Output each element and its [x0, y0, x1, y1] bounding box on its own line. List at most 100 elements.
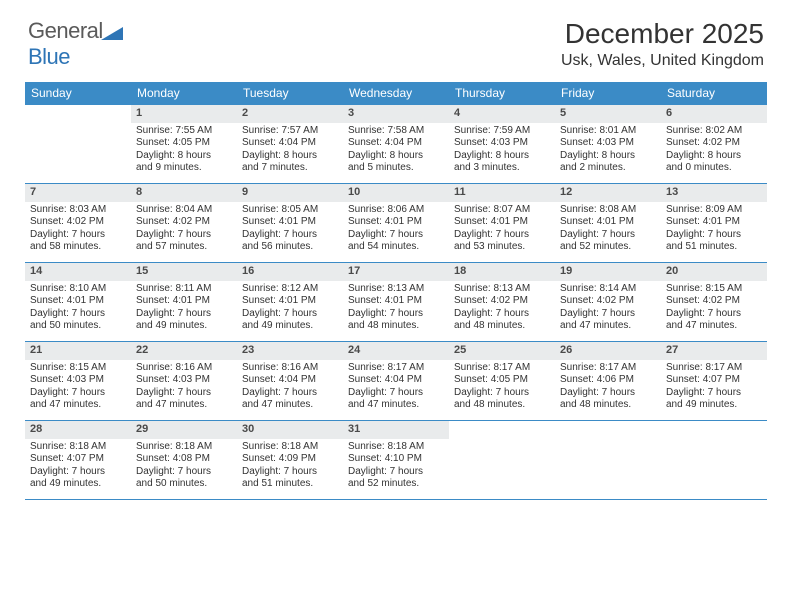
day-body: Sunrise: 8:05 AMSunset: 4:01 PMDaylight:… — [237, 202, 343, 257]
day-dl1: Daylight: 7 hours — [136, 387, 233, 400]
day-sr: Sunrise: 8:02 AM — [666, 125, 763, 138]
day-dl1: Daylight: 7 hours — [454, 229, 551, 242]
logo-text: General Blue — [28, 18, 123, 70]
day-cell: 26Sunrise: 8:17 AMSunset: 4:06 PMDayligh… — [555, 342, 661, 420]
day-number: 27 — [661, 342, 767, 360]
day-number: 20 — [661, 263, 767, 281]
day-dl1: Daylight: 7 hours — [136, 229, 233, 242]
day-sr: Sunrise: 8:17 AM — [560, 362, 657, 375]
day-number: 16 — [237, 263, 343, 281]
day-sr: Sunrise: 8:14 AM — [560, 283, 657, 296]
day-cell: 29Sunrise: 8:18 AMSunset: 4:08 PMDayligh… — [131, 421, 237, 499]
day-cell: 25Sunrise: 8:17 AMSunset: 4:05 PMDayligh… — [449, 342, 555, 420]
day-ss: Sunset: 4:05 PM — [136, 137, 233, 150]
day-body: Sunrise: 8:08 AMSunset: 4:01 PMDaylight:… — [555, 202, 661, 257]
day-dl1: Daylight: 7 hours — [348, 466, 445, 479]
day-ss: Sunset: 4:04 PM — [348, 137, 445, 150]
day-dl2: and 2 minutes. — [560, 162, 657, 175]
day-sr: Sunrise: 8:18 AM — [348, 441, 445, 454]
day-number: 28 — [25, 421, 131, 439]
day-body: Sunrise: 8:02 AMSunset: 4:02 PMDaylight:… — [661, 123, 767, 178]
day-body: Sunrise: 8:18 AMSunset: 4:10 PMDaylight:… — [343, 439, 449, 494]
day-body: Sunrise: 8:17 AMSunset: 4:07 PMDaylight:… — [661, 360, 767, 415]
day-ss: Sunset: 4:04 PM — [242, 374, 339, 387]
day-number: 18 — [449, 263, 555, 281]
day-dl2: and 49 minutes. — [136, 320, 233, 333]
day-dl2: and 53 minutes. — [454, 241, 551, 254]
day-dl2: and 0 minutes. — [666, 162, 763, 175]
day-sr: Sunrise: 8:12 AM — [242, 283, 339, 296]
day-dl2: and 47 minutes. — [348, 399, 445, 412]
day-ss: Sunset: 4:02 PM — [454, 295, 551, 308]
day-dl1: Daylight: 7 hours — [30, 387, 127, 400]
logo-word-a: General — [28, 18, 103, 43]
day-sr: Sunrise: 8:03 AM — [30, 204, 127, 217]
logo: General Blue — [28, 18, 123, 70]
day-sr: Sunrise: 8:07 AM — [454, 204, 551, 217]
day-cell: 31Sunrise: 8:18 AMSunset: 4:10 PMDayligh… — [343, 421, 449, 499]
day-body: Sunrise: 8:14 AMSunset: 4:02 PMDaylight:… — [555, 281, 661, 336]
day-sr: Sunrise: 8:17 AM — [666, 362, 763, 375]
day-ss: Sunset: 4:01 PM — [348, 216, 445, 229]
day-cell — [25, 105, 131, 183]
day-dl2: and 54 minutes. — [348, 241, 445, 254]
day-ss: Sunset: 4:03 PM — [560, 137, 657, 150]
weekday-header: Monday — [131, 82, 237, 105]
day-number: 19 — [555, 263, 661, 281]
day-dl2: and 47 minutes. — [136, 399, 233, 412]
day-dl2: and 48 minutes. — [348, 320, 445, 333]
day-cell — [449, 421, 555, 499]
weekday-header: Friday — [555, 82, 661, 105]
day-dl1: Daylight: 7 hours — [242, 308, 339, 321]
day-ss: Sunset: 4:06 PM — [560, 374, 657, 387]
day-sr: Sunrise: 8:18 AM — [136, 441, 233, 454]
day-dl2: and 5 minutes. — [348, 162, 445, 175]
day-sr: Sunrise: 8:16 AM — [242, 362, 339, 375]
day-cell — [555, 421, 661, 499]
day-body: Sunrise: 8:18 AMSunset: 4:07 PMDaylight:… — [25, 439, 131, 494]
day-sr: Sunrise: 8:13 AM — [454, 283, 551, 296]
day-number: 6 — [661, 105, 767, 123]
day-cell: 21Sunrise: 8:15 AMSunset: 4:03 PMDayligh… — [25, 342, 131, 420]
day-ss: Sunset: 4:02 PM — [30, 216, 127, 229]
day-body: Sunrise: 8:07 AMSunset: 4:01 PMDaylight:… — [449, 202, 555, 257]
day-body: Sunrise: 7:58 AMSunset: 4:04 PMDaylight:… — [343, 123, 449, 178]
day-cell — [661, 421, 767, 499]
day-ss: Sunset: 4:07 PM — [666, 374, 763, 387]
day-dl1: Daylight: 7 hours — [242, 387, 339, 400]
day-cell: 8Sunrise: 8:04 AMSunset: 4:02 PMDaylight… — [131, 184, 237, 262]
day-number: 23 — [237, 342, 343, 360]
weekday-header: Thursday — [449, 82, 555, 105]
day-ss: Sunset: 4:02 PM — [666, 295, 763, 308]
day-number: 5 — [555, 105, 661, 123]
day-body: Sunrise: 8:12 AMSunset: 4:01 PMDaylight:… — [237, 281, 343, 336]
day-cell: 2Sunrise: 7:57 AMSunset: 4:04 PMDaylight… — [237, 105, 343, 183]
day-sr: Sunrise: 8:06 AM — [348, 204, 445, 217]
day-ss: Sunset: 4:05 PM — [454, 374, 551, 387]
day-cell: 4Sunrise: 7:59 AMSunset: 4:03 PMDaylight… — [449, 105, 555, 183]
day-dl2: and 50 minutes. — [30, 320, 127, 333]
day-body: Sunrise: 8:01 AMSunset: 4:03 PMDaylight:… — [555, 123, 661, 178]
day-cell: 22Sunrise: 8:16 AMSunset: 4:03 PMDayligh… — [131, 342, 237, 420]
day-number: 25 — [449, 342, 555, 360]
day-body: Sunrise: 8:15 AMSunset: 4:02 PMDaylight:… — [661, 281, 767, 336]
day-dl2: and 51 minutes. — [242, 478, 339, 491]
day-dl1: Daylight: 7 hours — [348, 387, 445, 400]
day-ss: Sunset: 4:01 PM — [560, 216, 657, 229]
day-sr: Sunrise: 8:04 AM — [136, 204, 233, 217]
day-ss: Sunset: 4:02 PM — [560, 295, 657, 308]
day-ss: Sunset: 4:09 PM — [242, 453, 339, 466]
day-dl1: Daylight: 7 hours — [348, 229, 445, 242]
day-ss: Sunset: 4:10 PM — [348, 453, 445, 466]
day-number: 26 — [555, 342, 661, 360]
week-row: 1Sunrise: 7:55 AMSunset: 4:05 PMDaylight… — [25, 105, 767, 184]
day-number: 13 — [661, 184, 767, 202]
day-dl2: and 52 minutes. — [560, 241, 657, 254]
day-number: 8 — [131, 184, 237, 202]
weekday-header: Tuesday — [237, 82, 343, 105]
day-number: 11 — [449, 184, 555, 202]
day-dl2: and 49 minutes. — [242, 320, 339, 333]
day-number: 12 — [555, 184, 661, 202]
day-ss: Sunset: 4:03 PM — [30, 374, 127, 387]
day-number — [25, 105, 131, 123]
